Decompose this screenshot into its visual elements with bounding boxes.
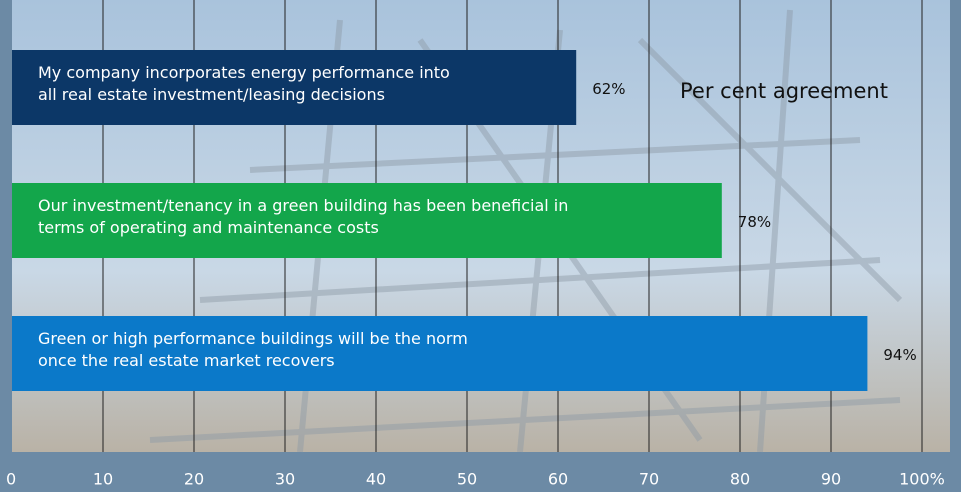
x-tick-label: 30: [275, 470, 295, 489]
x-tick-label: 40: [366, 470, 386, 489]
x-tick-label: 100%: [899, 470, 945, 489]
category-label-box: My company incorporates energy performan…: [38, 63, 450, 104]
x-tick-label: 20: [184, 470, 204, 489]
x-tick-label: 60: [548, 470, 568, 489]
category-label: Green or high performance buildings will…: [38, 329, 468, 370]
value-label: 94%: [883, 346, 916, 364]
x-tick-label: 90: [821, 470, 841, 489]
value-label: 62%: [592, 80, 625, 98]
x-tick-label: 70: [639, 470, 659, 489]
x-tick-label: 80: [730, 470, 750, 489]
category-label-box: Green or high performance buildings will…: [38, 329, 468, 370]
bar: [12, 50, 577, 125]
category-label-box: Our investment/tenancy in a green buildi…: [38, 196, 569, 237]
category-label: Our investment/tenancy in a green buildi…: [38, 196, 569, 237]
value-label: 78%: [738, 213, 771, 231]
category-label: My company incorporates energy performan…: [38, 63, 450, 104]
bar: [12, 316, 868, 391]
x-tick-label: 10: [93, 470, 113, 489]
x-tick-label: 0: [6, 470, 16, 489]
x-tick-label: 50: [457, 470, 477, 489]
bar: [12, 183, 722, 258]
annotation: Per cent agreement: [680, 79, 888, 103]
